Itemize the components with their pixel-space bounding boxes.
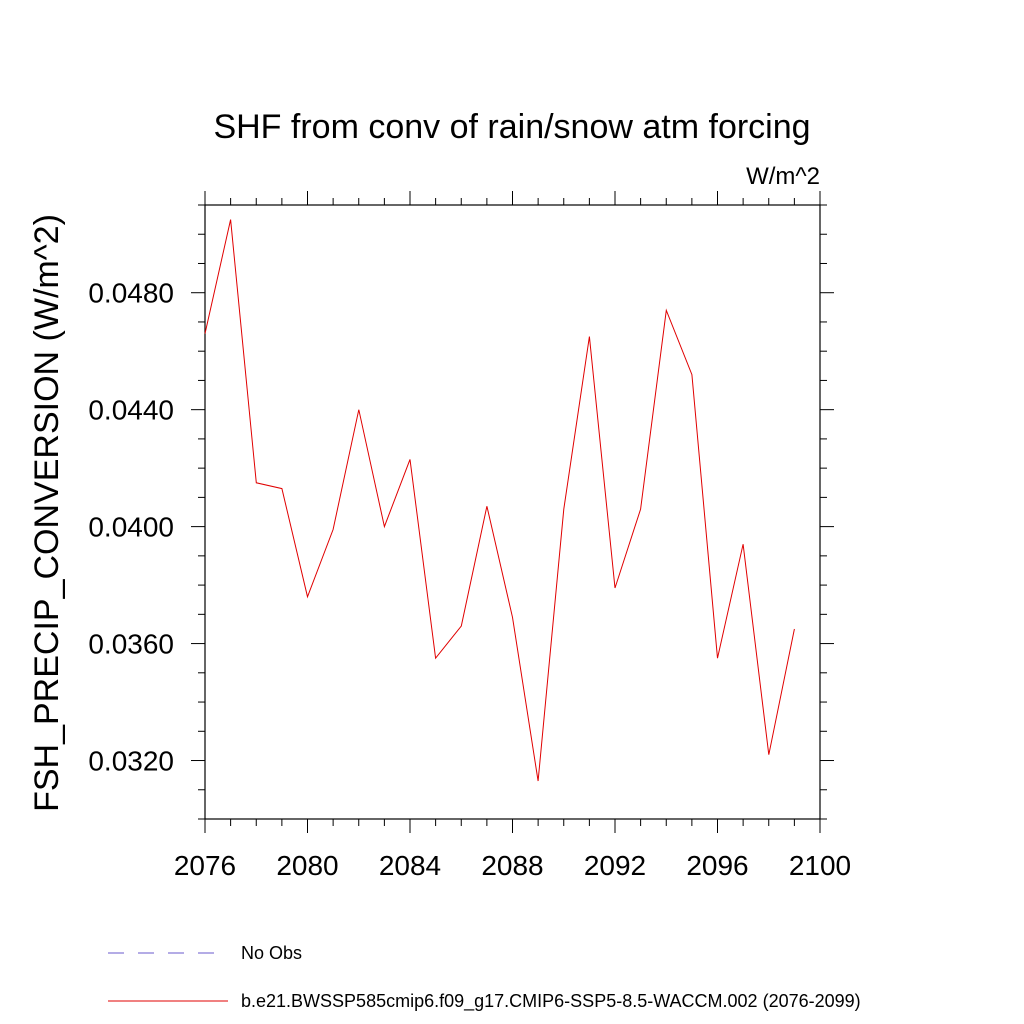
y-axis-label: FSH_PRECIP_CONVERSION (W/m^2) xyxy=(28,214,66,812)
axis-ticks xyxy=(191,191,834,833)
chart-title: SHF from conv of rain/snow atm forcing xyxy=(213,108,810,146)
x-tick-label: 2100 xyxy=(789,850,851,881)
x-tick-label: 2076 xyxy=(174,850,236,881)
x-tick-label: 2088 xyxy=(481,850,543,881)
y-tick-label: 0.0440 xyxy=(88,395,174,426)
x-tick-labels: 2076 2080 2084 2088 2092 2096 2100 xyxy=(174,850,851,881)
series-lines xyxy=(204,219,795,782)
units-label: W/m^2 xyxy=(746,163,820,190)
x-tick-label: 2084 xyxy=(379,850,441,881)
plot-frame xyxy=(204,204,821,820)
y-tick-label: 0.0320 xyxy=(88,746,174,777)
y-tick-label: 0.0360 xyxy=(88,629,174,660)
legend-label-no-obs: No Obs xyxy=(241,943,302,963)
series-line-0 xyxy=(204,219,795,782)
y-tick-label: 0.0400 xyxy=(88,512,174,543)
x-tick-label: 2080 xyxy=(276,850,338,881)
x-tick-label: 2092 xyxy=(584,850,646,881)
x-tick-label: 2096 xyxy=(686,850,748,881)
legend-label-model: b.e21.BWSSP585cmip6.f09_g17.CMIP6-SSP5-8… xyxy=(241,991,861,1012)
y-tick-label: 0.0480 xyxy=(88,278,174,309)
legend: No Obs b.e21.BWSSP585cmip6.f09_g17.CMIP6… xyxy=(108,943,861,1012)
y-tick-labels: 0.0320 0.0360 0.0400 0.0440 0.0480 xyxy=(88,278,174,777)
